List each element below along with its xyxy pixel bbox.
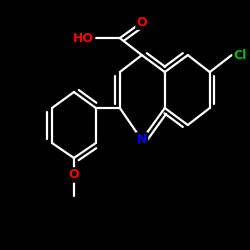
Text: O: O [136, 16, 147, 29]
Text: O: O [68, 168, 79, 181]
Text: HO: HO [73, 32, 94, 44]
Text: N: N [137, 134, 147, 146]
Text: Cl: Cl [234, 48, 247, 62]
